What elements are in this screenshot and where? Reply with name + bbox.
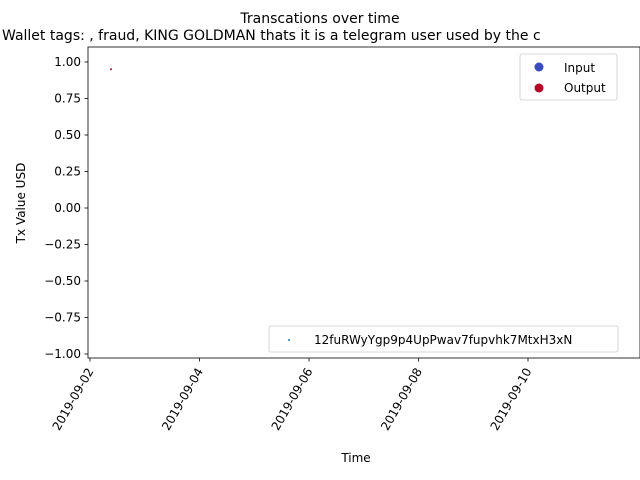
legend-wallet-marker	[288, 339, 290, 341]
y-tick-label: −1.00	[44, 347, 81, 361]
legend-input-label: Input	[564, 61, 595, 75]
x-ticks: 2019-09-02 2019-09-04 2019-09-06 2019-09-08…	[50, 358, 535, 433]
legend-wallet-label: 12fuRWyYgp9p4UpPwav7fupvhk7MtxH3xN	[314, 333, 572, 347]
legend-wallet-box	[268, 325, 619, 353]
chart-subtitle: Wallet tags: , fraud, KING GOLDMAN thats…	[2, 28, 541, 44]
x-tick-label: 2019-09-10	[488, 366, 535, 433]
x-tick-label: 2019-09-08	[378, 366, 425, 433]
data-points	[110, 68, 112, 71]
y-tick-label: 0.75	[54, 92, 81, 106]
x-tick-label: 2019-09-04	[159, 366, 206, 433]
legend-output-marker	[534, 83, 544, 93]
y-tick-label: −0.50	[44, 274, 81, 288]
legend-type: Input Output	[519, 53, 618, 101]
legend-output-label: Output	[564, 81, 606, 95]
plot-area-frame	[87, 46, 640, 359]
legend-type-box	[519, 53, 618, 101]
y-tick-label: 0.50	[54, 128, 81, 142]
y-tick-label: 1.00	[54, 55, 81, 69]
y-tick-label: 0.25	[54, 165, 81, 179]
x-axis-label: Time	[340, 451, 370, 465]
y-tick-label: −0.75	[44, 311, 81, 325]
data-point	[110, 68, 112, 71]
legend-wallet: 12fuRWyYgp9p4UpPwav7fupvhk7MtxH3xN	[268, 325, 619, 353]
legend-input-marker	[534, 62, 544, 72]
x-tick-label: 2019-09-06	[269, 366, 316, 433]
y-ticks: 1.00 0.75 0.50 0.25 0.00 −0.25 −0.50 −0.75 −1.00	[44, 55, 88, 361]
chart-title: Transcations over time	[239, 11, 399, 27]
y-tick-label: 0.00	[54, 201, 81, 215]
y-tick-label: −0.25	[44, 238, 81, 252]
y-axis-label: Tx Value USD	[14, 163, 28, 245]
x-tick-label: 2019-09-02	[50, 366, 97, 433]
